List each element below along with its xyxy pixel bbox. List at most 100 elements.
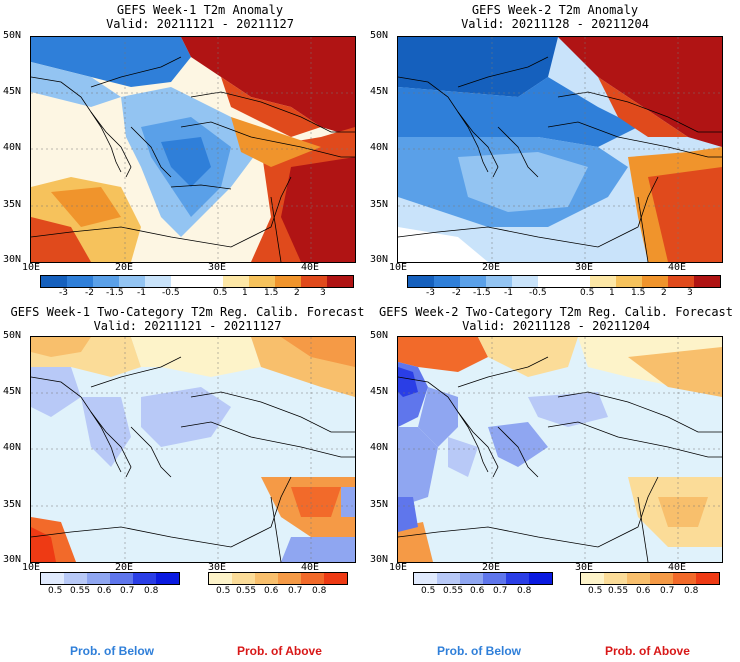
colorbar-swatch	[668, 276, 694, 287]
colorbar-label: 1	[242, 288, 248, 298]
colorbar-label: 0.7	[493, 586, 508, 596]
lon-label: 20E	[482, 562, 501, 573]
colorbar-label: 3	[687, 288, 693, 298]
lat-label: 30N	[3, 554, 22, 565]
below-colorbar	[40, 572, 180, 585]
anomaly-colorbar	[40, 275, 354, 288]
colorbar-swatch	[156, 573, 179, 584]
colorbar-swatch	[483, 573, 506, 584]
colorbar-swatch	[41, 573, 64, 584]
colorbar-label: 0.5	[213, 288, 228, 298]
colorbar-swatch	[627, 573, 650, 584]
lat-label: 50N	[3, 330, 22, 341]
prob-above-label: Prob. of Above	[237, 644, 322, 658]
colorbar-label: 1	[609, 288, 615, 298]
colorbar-label: 0.55	[443, 586, 464, 596]
colorbar-swatch	[93, 276, 119, 287]
colorbar-swatch	[110, 573, 133, 584]
colorbar-label: 0.6	[264, 586, 279, 596]
colorbar-label: 0.8	[517, 586, 532, 596]
colorbar-swatch	[249, 276, 275, 287]
colorbar-swatch	[538, 276, 564, 287]
panel-valid-dates: Valid: 20211128 - 20211204	[462, 319, 650, 333]
colorbar-swatch	[529, 573, 552, 584]
colorbar-swatch	[616, 276, 642, 287]
lon-label: 30E	[208, 562, 227, 573]
colorbar-label: 0.5	[216, 586, 231, 596]
colorbar-label: -0.5	[162, 288, 180, 298]
lat-label: 30N	[370, 254, 389, 265]
lat-label: 30N	[3, 254, 22, 265]
colorbar-label: 2	[294, 288, 300, 298]
lon-label: 10E	[389, 262, 408, 273]
prob-above-label: Prob. of Above	[605, 644, 690, 658]
colorbar-swatch	[506, 573, 529, 584]
colorbar-label: -3	[426, 288, 435, 298]
colorbar-swatch	[67, 276, 93, 287]
panel-valid-dates: Valid: 20211128 - 20211204	[461, 17, 649, 31]
colorbar-label: -1.5	[106, 288, 124, 298]
colorbar-swatch	[145, 276, 171, 287]
lat-label: 40N	[3, 442, 22, 453]
colorbar-label: 0.8	[144, 586, 159, 596]
panel-title: GEFS Week-2 T2m Anomaly	[471, 3, 639, 17]
colorbar-label: 0.5	[580, 288, 595, 298]
colorbar-swatch	[171, 276, 197, 287]
below-colorbar	[413, 572, 553, 585]
colorbar-label: 0.7	[660, 586, 675, 596]
lon-label: 40E	[301, 262, 320, 273]
lon-label: 20E	[115, 562, 134, 573]
lat-label: 50N	[370, 330, 389, 341]
colorbar-swatch	[673, 573, 696, 584]
anomaly-map-week1	[30, 36, 356, 263]
colorbar-label: 0.5	[588, 586, 603, 596]
colorbar-swatch	[197, 276, 223, 287]
colorbar-swatch	[590, 276, 616, 287]
colorbar-label: -1	[137, 288, 146, 298]
lat-label: 45N	[3, 386, 22, 397]
colorbar-label: 0.55	[608, 586, 629, 596]
colorbar-label: 1.5	[264, 288, 279, 298]
lat-label: 50N	[370, 30, 389, 41]
colorbar-label: 3	[320, 288, 326, 298]
colorbar-swatch	[275, 276, 301, 287]
colorbar-swatch	[414, 573, 437, 584]
colorbar-swatch	[209, 573, 232, 584]
colorbar-swatch	[694, 276, 720, 287]
colorbar-swatch	[581, 573, 604, 584]
lon-label: 30E	[575, 562, 594, 573]
colorbar-swatch	[434, 276, 460, 287]
colorbar-swatch	[564, 276, 590, 287]
probability-map-week1	[30, 336, 356, 563]
colorbar-swatch	[512, 276, 538, 287]
colorbar-label: -2	[85, 288, 94, 298]
lat-label: 35N	[370, 199, 389, 210]
above-colorbar	[208, 572, 348, 585]
lat-label: 40N	[370, 142, 389, 153]
prob-below-label: Prob. of Below	[437, 644, 521, 658]
colorbar-label: 0.5	[421, 586, 436, 596]
colorbar-label: 0.5	[48, 586, 63, 596]
colorbar-label: 0.8	[684, 586, 699, 596]
colorbar-swatch	[460, 573, 483, 584]
colorbar-swatch	[604, 573, 627, 584]
lat-label: 45N	[370, 86, 389, 97]
lat-label: 45N	[3, 86, 22, 97]
lat-label: 45N	[370, 386, 389, 397]
lon-label: 40E	[668, 262, 687, 273]
colorbar-swatch	[642, 276, 668, 287]
lon-label: 10E	[22, 262, 41, 273]
colorbar-swatch	[408, 276, 434, 287]
lon-label: 10E	[22, 562, 41, 573]
above-colorbar	[580, 572, 720, 585]
lon-label: 20E	[115, 262, 134, 273]
lon-label: 40E	[668, 562, 687, 573]
colorbar-label: 0.6	[470, 586, 485, 596]
lon-label: 20E	[482, 262, 501, 273]
colorbar-label: 0.7	[120, 586, 135, 596]
colorbar-label: 0.55	[236, 586, 257, 596]
colorbar-swatch	[324, 573, 347, 584]
colorbar-swatch	[87, 573, 110, 584]
colorbar-label: -1.5	[473, 288, 491, 298]
colorbar-swatch	[41, 276, 67, 287]
